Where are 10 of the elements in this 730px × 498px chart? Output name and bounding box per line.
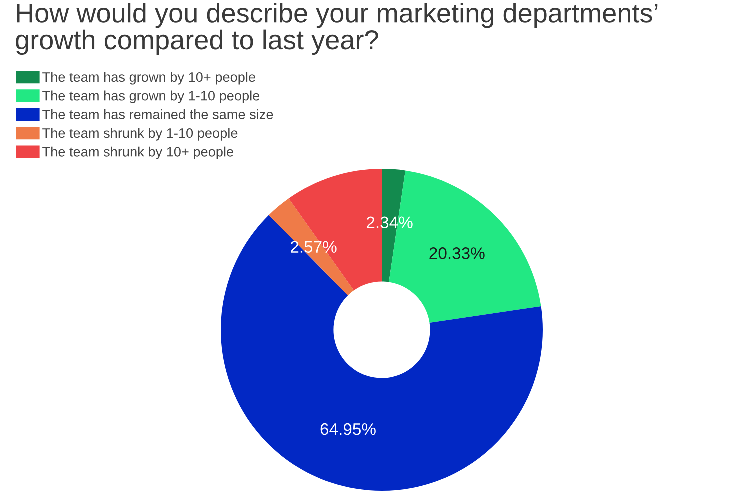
donut-slice: [221, 215, 543, 491]
legend-label: The team shrunk by 10+ people: [42, 146, 234, 160]
donut-slice: [269, 198, 354, 296]
data-label: 64.95%: [320, 423, 376, 436]
legend-label: The team has grown by 1-10 people: [42, 90, 260, 104]
legend-label: The team shrunk by 1-10 people: [42, 128, 238, 141]
legend-label: The team has grown by 10+ people: [42, 72, 256, 85]
legend-label: The team has remained the same size: [42, 109, 274, 120]
chart-title: How would you describe your marketing departments’ growth compared to last year?: [16, 3, 658, 56]
data-label: 20.33%: [430, 248, 485, 260]
